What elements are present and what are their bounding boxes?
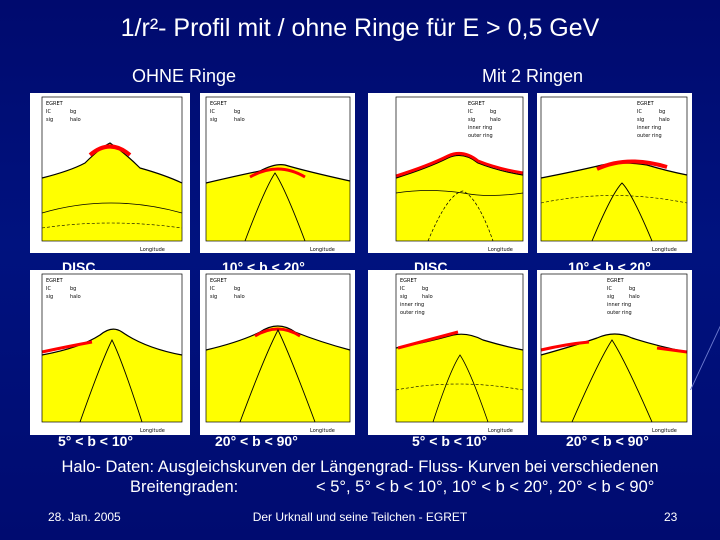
svg-text:IC: IC	[46, 286, 51, 292]
panel-label-disc-right: DISC	[414, 259, 448, 275]
svg-text:EGRET: EGRET	[400, 278, 418, 284]
svg-text:sig: sig	[637, 117, 644, 123]
panel-label-b10-20-right: 10° < b < 20°	[568, 259, 651, 275]
decorative-corner-line	[690, 300, 720, 390]
svg-text:Longitude: Longitude	[488, 428, 513, 434]
right-heading: Mit 2 Ringen	[482, 66, 584, 86]
caption-line-1: Halo- Daten: Ausgleichskurven der Längen…	[61, 458, 659, 476]
footer-center: Der Urknall und seine Teilchen - EGRET	[252, 510, 468, 524]
svg-text:outer ring: outer ring	[637, 133, 662, 139]
panel-label-disc-left: DISC	[62, 259, 96, 275]
svg-text:halo: halo	[70, 117, 81, 123]
svg-text:halo: halo	[234, 294, 245, 300]
svg-text:inner ring: inner ring	[468, 125, 492, 131]
plot-panel-disc-no-rings: EGRET IC bg sig halo Longitude	[30, 93, 190, 253]
svg-text:inner ring: inner ring	[607, 302, 631, 308]
slide-title: 1/r²- Profil mit / ohne Ringe für E > 0,…	[120, 14, 600, 42]
panel-label-b5-10-right: 5° < b < 10°	[412, 433, 488, 449]
svg-text:sig: sig	[400, 294, 407, 300]
svg-text:outer ring: outer ring	[468, 133, 493, 139]
plot-panel-b5-10-no-rings: EGRET IC bg sig halo Longitude	[30, 270, 190, 435]
svg-text:halo: halo	[70, 294, 81, 300]
svg-text:EGRET: EGRET	[210, 101, 228, 107]
svg-text:outer ring: outer ring	[400, 310, 425, 316]
svg-text:halo: halo	[234, 117, 245, 123]
svg-text:Longitude: Longitude	[652, 428, 677, 434]
svg-text:inner ring: inner ring	[637, 125, 661, 131]
svg-text:EGRET: EGRET	[637, 101, 655, 107]
svg-text:IC: IC	[468, 109, 473, 115]
plot-panel-b10-20-rings: EGRET IC bg sig halo inner ring outer ri…	[537, 93, 692, 253]
plot-panel-b10-20-no-rings: EGRET IC bg sig halo Longitude	[200, 93, 355, 253]
svg-text:sig: sig	[46, 294, 53, 300]
left-heading: OHNE Ringe	[132, 66, 237, 86]
caption-line-2-label: Breitengraden:	[130, 478, 239, 496]
svg-text:halo: halo	[422, 294, 433, 300]
svg-text:IC: IC	[607, 286, 612, 292]
caption-line-2-values: < 5°, 5° < b < 10°, 10° < b < 20°, 20° <…	[316, 478, 655, 496]
svg-text:bg: bg	[629, 286, 635, 292]
svg-text:EGRET: EGRET	[607, 278, 625, 284]
svg-text:sig: sig	[468, 117, 475, 123]
svg-text:bg: bg	[490, 109, 496, 115]
svg-text:EGRET: EGRET	[46, 278, 64, 284]
svg-text:bg: bg	[70, 109, 76, 115]
svg-text:sig: sig	[210, 294, 217, 300]
svg-text:EGRET: EGRET	[210, 278, 228, 284]
svg-text:halo: halo	[629, 294, 640, 300]
svg-text:bg: bg	[659, 109, 665, 115]
svg-text:IC: IC	[637, 109, 642, 115]
svg-text:EGRET: EGRET	[468, 101, 486, 107]
svg-text:bg: bg	[70, 286, 76, 292]
svg-text:sig: sig	[607, 294, 614, 300]
plot-panel-b20-90-rings: EGRET IC bg sig halo inner ring outer ri…	[537, 270, 692, 435]
svg-text:IC: IC	[210, 109, 215, 115]
svg-text:Longitude: Longitude	[488, 247, 513, 253]
panel-label-b5-10-left: 5° < b < 10°	[58, 433, 134, 449]
panel-label-b10-20-left: 10° < b < 20°	[222, 259, 305, 275]
footer-page-number: 23	[664, 510, 678, 524]
svg-text:sig: sig	[210, 117, 217, 123]
svg-text:IC: IC	[46, 109, 51, 115]
svg-text:Longitude: Longitude	[310, 247, 335, 253]
svg-text:Longitude: Longitude	[652, 247, 677, 253]
footer-date: 28. Jan. 2005	[48, 510, 121, 524]
svg-text:Longitude: Longitude	[140, 247, 165, 253]
panel-label-b20-90-right: 20° < b < 90°	[566, 433, 649, 449]
plot-panel-b20-90-no-rings: EGRET IC bg sig halo Longitude	[200, 270, 355, 435]
svg-text:Longitude: Longitude	[310, 428, 335, 434]
svg-text:sig: sig	[46, 117, 53, 123]
plot-panel-disc-rings: EGRET IC bg sig halo inner ring outer ri…	[368, 93, 528, 253]
svg-text:outer ring: outer ring	[607, 310, 632, 316]
svg-text:bg: bg	[234, 286, 240, 292]
svg-text:IC: IC	[210, 286, 215, 292]
svg-text:bg: bg	[234, 109, 240, 115]
svg-text:bg: bg	[422, 286, 428, 292]
legend-text: EGRET	[46, 101, 64, 107]
plot-panel-b5-10-rings: EGRET IC bg sig halo inner ring outer ri…	[368, 270, 528, 435]
svg-text:halo: halo	[659, 117, 670, 123]
svg-text:halo: halo	[490, 117, 501, 123]
panel-label-b20-90-left: 20° < b < 90°	[215, 433, 298, 449]
svg-text:Longitude: Longitude	[140, 428, 165, 434]
svg-text:inner ring: inner ring	[400, 302, 424, 308]
svg-text:IC: IC	[400, 286, 405, 292]
